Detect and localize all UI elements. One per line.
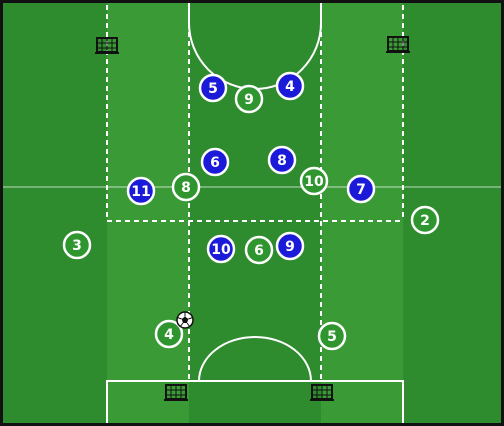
- player-number: 8: [277, 153, 287, 169]
- player-white-8[interactable]: 8: [171, 172, 201, 202]
- player-token: [154, 319, 184, 349]
- player-number: 6: [254, 243, 264, 259]
- player-number: 3: [72, 238, 82, 254]
- pitch-stripe: [3, 3, 107, 423]
- player-token: [267, 145, 297, 175]
- player-number: 5: [208, 81, 218, 97]
- player-token: [275, 71, 305, 101]
- goals-layer: [95, 36, 410, 401]
- player-number: 7: [356, 182, 366, 198]
- player-blue-6[interactable]: 6: [200, 147, 230, 177]
- players-layer: 5 4 6 8 11 7 10 9 9 8 10 2 3 6 4 5: [62, 71, 440, 351]
- bottom-penalty-arc: [198, 336, 312, 382]
- player-number: 4: [285, 79, 295, 95]
- player-blue-7[interactable]: 7: [346, 174, 376, 204]
- player-token: [317, 321, 347, 351]
- player-white-10[interactable]: 10: [299, 166, 329, 196]
- player-blue-10[interactable]: 10: [206, 234, 236, 264]
- player-token: [200, 147, 230, 177]
- mini-goal-icon: [386, 36, 410, 53]
- ball-layer: [176, 311, 194, 329]
- player-number: 5: [327, 329, 337, 345]
- player-blue-8[interactable]: 8: [267, 145, 297, 175]
- soccer-ball-icon[interactable]: [176, 311, 194, 329]
- player-token: [275, 231, 305, 261]
- pitch-stripe: [321, 3, 403, 423]
- player-token: [244, 235, 274, 265]
- mini-goal-icon: [164, 384, 188, 401]
- player-token: [206, 234, 236, 264]
- player-blue-5[interactable]: 5: [198, 73, 228, 103]
- player-token: [198, 73, 228, 103]
- player-blue-4[interactable]: 4: [275, 71, 305, 101]
- player-token: [410, 205, 440, 235]
- player-token: [346, 174, 376, 204]
- pitch-stripe: [107, 3, 189, 423]
- player-number: 9: [244, 92, 254, 108]
- player-token: [171, 172, 201, 202]
- player-number: 9: [285, 239, 295, 255]
- player-number: 2: [420, 213, 430, 229]
- player-white-2[interactable]: 2: [410, 205, 440, 235]
- player-token: [234, 84, 264, 114]
- player-white-6[interactable]: 6: [244, 235, 274, 265]
- mini-goal-icon: [95, 37, 119, 54]
- player-blue-9[interactable]: 9: [275, 231, 305, 261]
- player-white-4[interactable]: 4: [154, 319, 184, 349]
- player-number: 8: [181, 180, 191, 196]
- pitch-stripe: [189, 3, 321, 423]
- player-number: 11: [131, 184, 150, 200]
- mini-goal-icon: [310, 384, 334, 401]
- player-white-5[interactable]: 5: [317, 321, 347, 351]
- player-white-3[interactable]: 3: [62, 230, 92, 260]
- pitch-diagram: 5 4 6 8 11 7 10 9 9 8 10 2 3 6 4 5: [3, 3, 501, 423]
- player-number: 10: [304, 174, 324, 190]
- player-number: 10: [211, 242, 231, 258]
- player-number: 6: [210, 155, 220, 171]
- player-token: [126, 176, 156, 206]
- player-token: [62, 230, 92, 260]
- bottom-penalty-box: [106, 380, 404, 423]
- player-white-9[interactable]: 9: [234, 84, 264, 114]
- player-number: 4: [164, 327, 174, 343]
- player-blue-11[interactable]: 11: [126, 176, 156, 206]
- player-token: [299, 166, 329, 196]
